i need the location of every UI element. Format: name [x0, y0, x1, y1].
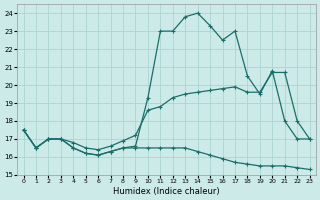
X-axis label: Humidex (Indice chaleur): Humidex (Indice chaleur): [113, 187, 220, 196]
